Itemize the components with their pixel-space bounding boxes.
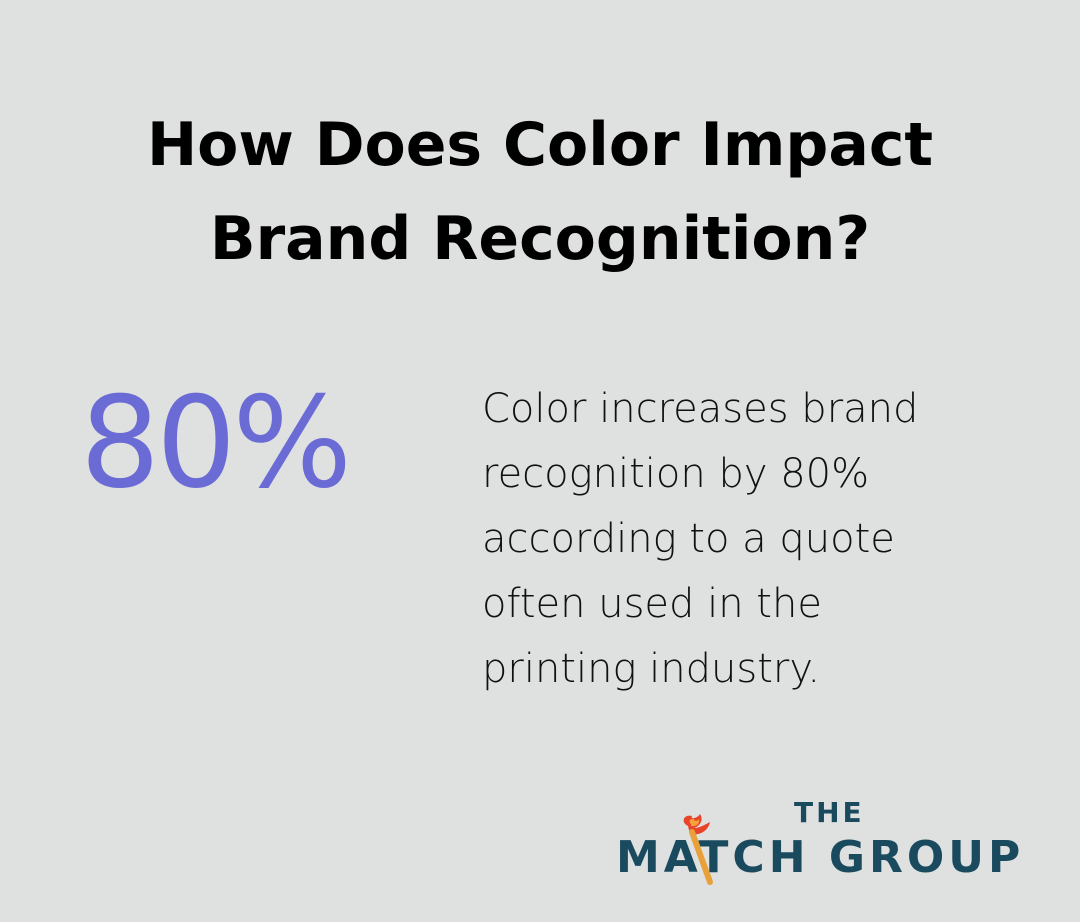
match-flame-icon [683,814,713,885]
logo-the-text: THE [794,796,865,829]
stat-value: 80% [80,369,352,516]
page-title: How Does Color Impact Brand Recognition? [0,98,1080,286]
logo-name-text: MATCH GROUP [616,832,1025,883]
description-line: according to a quote [482,516,895,562]
title-line-1: How Does Color Impact [146,110,934,180]
description-line: often used in the [482,581,822,627]
description-line: recognition by 80% [482,451,870,497]
description-line: Color increases brand [482,386,919,432]
description-line: printing industry. [482,646,821,692]
title-line-2: Brand Recognition? [209,204,871,274]
brand-logo: THE MATCH GROUP [610,796,1050,896]
stat-description: Color increases brand recognition by 80%… [482,377,1042,702]
